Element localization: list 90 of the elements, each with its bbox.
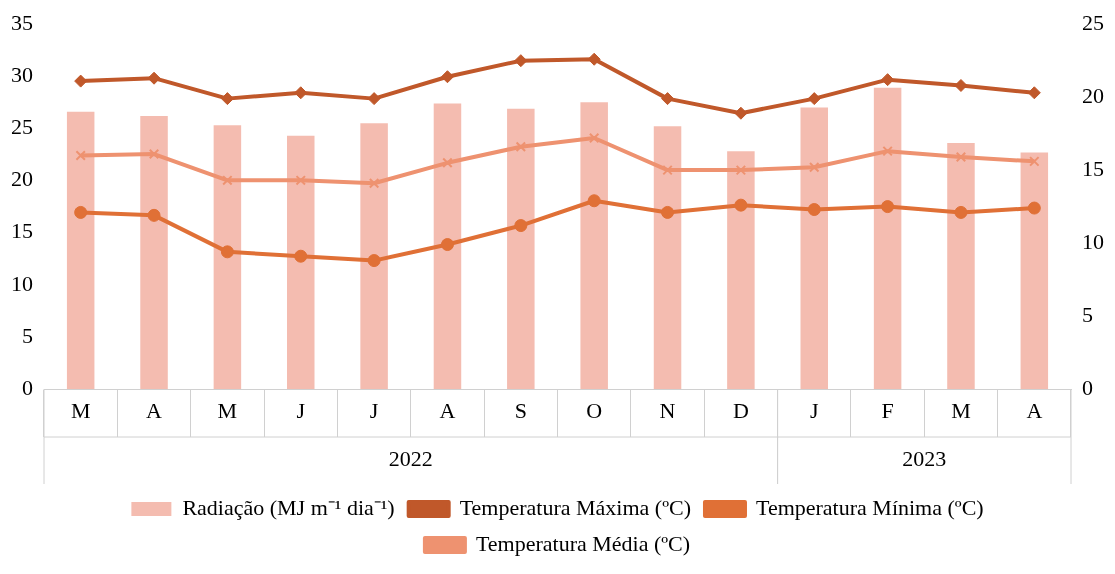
point [882,145,893,157]
bar [800,107,828,389]
x-tick-label: F [881,397,894,423]
point [368,178,380,189]
legend-label: Temperatura Máxima (ºC) [459,494,691,520]
point [220,245,234,259]
point [514,54,528,68]
point [147,71,161,85]
point [735,164,747,176]
point [440,70,454,84]
point [587,194,601,208]
y2-tick-label: 15 [1082,155,1104,181]
x-tick-label: A [146,397,163,423]
point [148,148,160,160]
point [367,92,381,106]
point [587,52,601,66]
point [295,175,306,186]
point [1027,201,1041,215]
legend-label: Temperatura Mínima (ºC) [755,494,984,520]
y-tick-label: 20 [11,166,33,192]
legend-label: Temperatura Média (ºC) [475,530,691,556]
point [881,73,895,87]
x-tick-label: J [369,397,379,423]
point [294,249,308,263]
point [74,74,88,88]
legend-label: Radiação (MJ m⁻¹ dia⁻¹) [182,494,395,520]
bar [947,143,975,389]
bar [287,135,315,389]
point [1029,156,1040,167]
x-tick-label: M [70,397,91,423]
point [807,92,821,106]
point [954,205,968,219]
point [734,198,748,212]
y-tick-label: 0 [22,374,33,400]
y2-tick-label: 25 [1082,9,1104,35]
point [662,164,673,176]
point [661,205,675,219]
y2-tick-label: 0 [1082,374,1093,400]
point [1027,86,1041,100]
point [809,161,820,173]
y2-tick-label: 10 [1082,228,1104,254]
x-tick-label: M [217,397,238,423]
x-tick-label: A [439,397,456,423]
bar [66,111,95,389]
point [147,208,161,222]
point [440,238,454,252]
y2-tick-label: 20 [1082,82,1104,108]
point [220,92,234,106]
bar [873,87,902,389]
point [588,132,600,144]
bar [653,126,682,389]
y-tick-label: 35 [11,9,33,35]
point [74,205,88,219]
text: 2023 [902,446,947,472]
point [954,78,968,92]
x-tick-label: M [951,397,971,423]
x-tick-label: J [296,397,306,423]
bar [1020,152,1049,389]
y-tick-label: 10 [11,270,33,296]
bar [360,123,388,389]
point [807,203,821,217]
x-tick-label: A [1026,397,1043,423]
y2-tick-label: 5 [1082,301,1093,327]
point [367,254,381,268]
y-tick-label: 30 [11,62,33,88]
point [955,151,967,163]
x-tick-label: S [514,397,527,423]
point [294,86,308,100]
bar [140,115,168,389]
point [75,150,86,161]
text: 2022 [388,446,433,472]
x-tick-label: O [586,397,603,423]
point [734,106,748,120]
x-tick-label: D [732,397,749,423]
bar [507,108,535,389]
point [514,219,528,233]
point [442,157,453,169]
y-tick-label: 5 [22,322,33,348]
x-tick-label: J [809,397,819,423]
point [515,141,527,153]
point [881,200,895,214]
x-tick-label: N [659,397,676,423]
bar [213,125,242,389]
bar [580,102,608,389]
bar [727,151,755,389]
y-tick-label: 25 [11,114,33,140]
y-tick-label: 15 [11,218,33,244]
point [661,92,675,106]
point [222,175,233,186]
bar [433,103,462,389]
